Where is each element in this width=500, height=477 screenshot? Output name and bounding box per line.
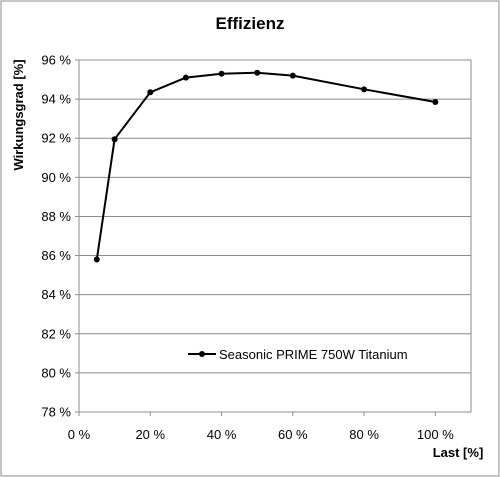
x-tick-label: 0 %	[68, 427, 91, 442]
legend: Seasonic PRIME 750W Titanium	[188, 347, 408, 362]
data-point	[289, 72, 296, 79]
x-axis-title: Last [%]	[433, 445, 484, 460]
y-tick-label: 84 %	[41, 287, 71, 302]
x-axis-tick-labels: 0 % 20 % 40 % 60 % 80 % 100 %	[68, 427, 454, 442]
legend-entry-label: Seasonic PRIME 750W Titanium	[219, 347, 408, 362]
series-layer	[93, 69, 439, 263]
y-tick-label: 86 %	[41, 248, 71, 263]
y-axis-title: Wirkungsgrad [%]	[11, 59, 26, 170]
plot-area	[78, 59, 472, 413]
data-point	[93, 256, 100, 263]
x-tick-label: 100 %	[417, 427, 454, 442]
y-tick-label: 80 %	[41, 365, 71, 380]
legend-point-marker	[199, 351, 205, 357]
x-tick-label: 60 %	[278, 427, 308, 442]
data-point	[254, 69, 261, 76]
y-tick-label: 90 %	[41, 170, 71, 185]
x-tick-label: 80 %	[349, 427, 379, 442]
y-axis-tick-labels: 78 % 80 % 82 % 84 % 86 % 88 % 90 % 92 % 94 % 96 %	[41, 53, 71, 420]
y-tick-label: 94 %	[41, 92, 71, 107]
y-tick-label: 96 %	[41, 53, 71, 68]
x-tick-label: 40 %	[207, 427, 237, 442]
y-tick-label: 78 %	[41, 405, 71, 420]
data-point	[218, 70, 225, 77]
y-tick-label: 82 %	[41, 326, 71, 341]
data-point	[361, 86, 368, 93]
data-point	[432, 99, 439, 106]
data-point	[111, 136, 118, 143]
y-tick-label: 88 %	[41, 209, 71, 224]
data-point	[147, 89, 154, 96]
chart-title: Effizienz	[216, 14, 285, 33]
data-point	[182, 74, 189, 81]
x-tick-label: 20 %	[135, 427, 165, 442]
y-tick-label: 92 %	[41, 131, 71, 146]
